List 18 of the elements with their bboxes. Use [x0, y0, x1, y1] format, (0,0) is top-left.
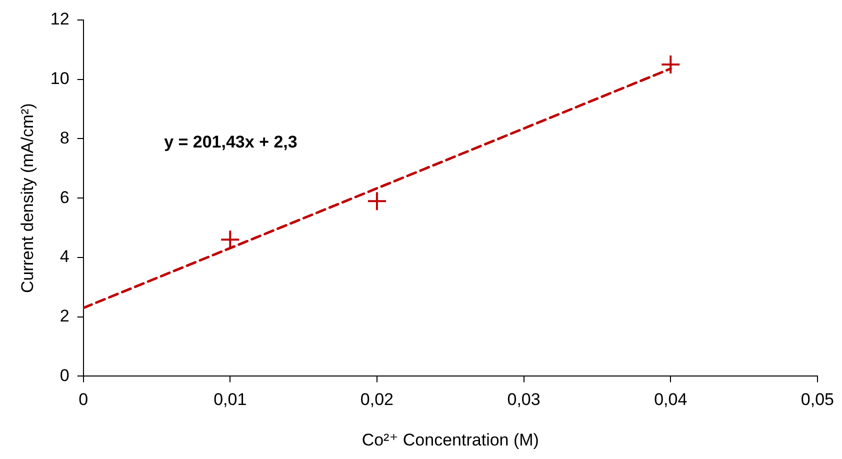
x-tick-label: 0: [78, 390, 88, 410]
x-axis-title: Co²⁺ Concentration (M): [362, 430, 539, 450]
x-tick-label: 0,04: [654, 390, 688, 410]
y-tick-label: 8: [60, 128, 70, 148]
annotation: y = 201,43x + 2,3: [164, 132, 298, 152]
y-tick-label: 2: [60, 306, 70, 326]
x-tick-label: 0,05: [800, 390, 834, 410]
y-tick-label: 4: [60, 247, 70, 266]
point: [366, 191, 387, 212]
x-tick-label: 0,03: [507, 390, 540, 410]
point: [660, 54, 681, 75]
y-axis-title: Current density (mA/cm²): [18, 103, 37, 294]
y-tick-label: 6: [60, 188, 70, 207]
y-tick-label: 12: [50, 10, 70, 29]
y-tick-label: 10: [50, 69, 70, 88]
x-tick-label: 0,02: [360, 390, 394, 410]
y-tick-label: 0: [60, 366, 70, 385]
x-tick-label: 0,01: [214, 390, 247, 410]
